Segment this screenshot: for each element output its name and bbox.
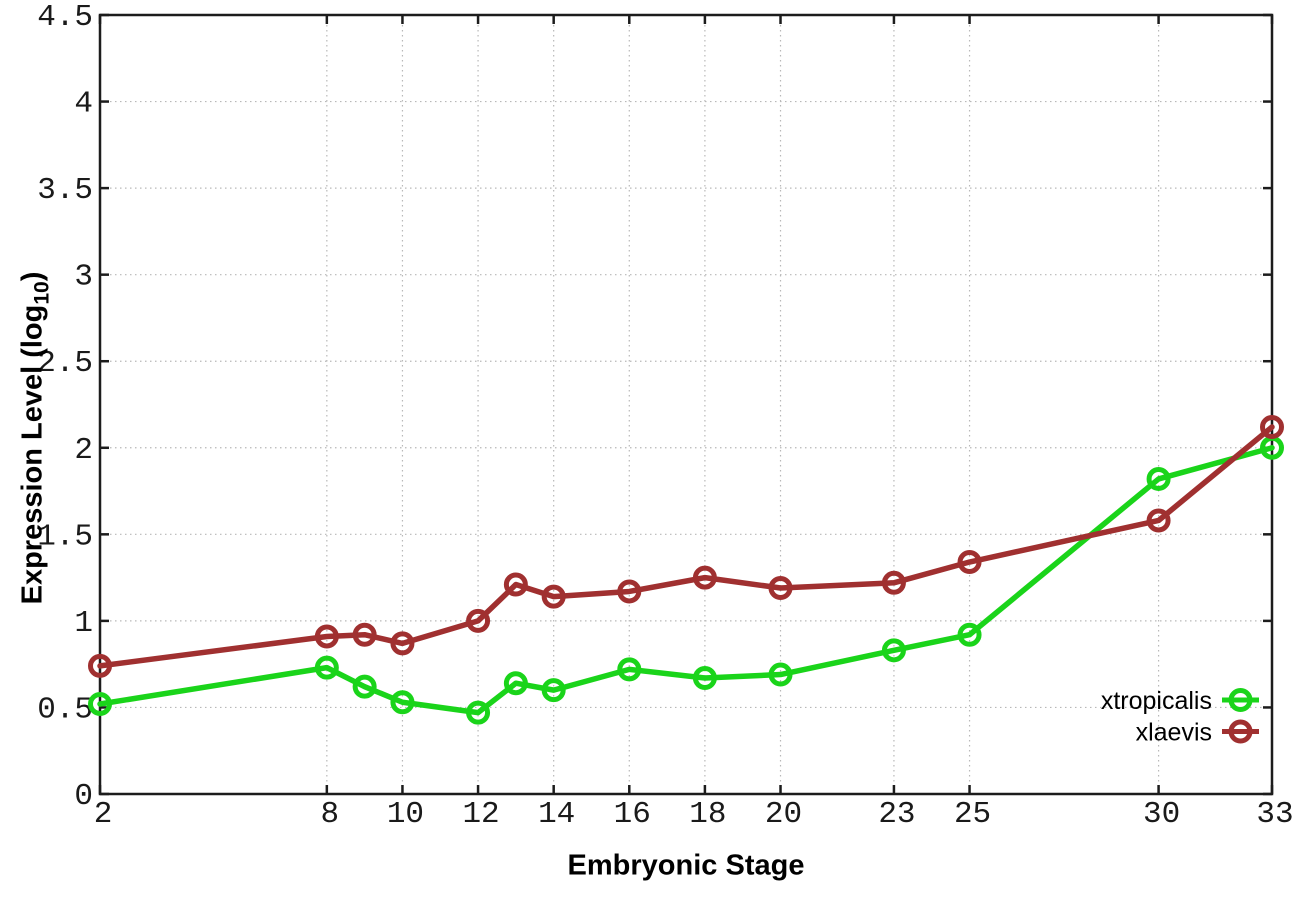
x-tick-label: 20: [765, 797, 802, 832]
data-point-marker-xlaevis: [466, 608, 491, 633]
data-point-marker-xtropicalis: [466, 700, 491, 725]
data-point-marker-xlaevis: [352, 622, 377, 647]
y-axis-title-text: Expression Level (log: [16, 304, 49, 605]
data-point-marker-xtropicalis: [881, 638, 906, 663]
data-point-marker-xtropicalis: [88, 691, 112, 716]
data-point-marker-xlaevis: [390, 631, 415, 656]
x-tick-label: 16: [614, 797, 651, 832]
x-tick-label: 2: [94, 797, 113, 832]
data-point-marker-xlaevis: [314, 624, 339, 649]
x-tick-label: 23: [878, 797, 915, 832]
y-tick-label: 3.5: [37, 173, 93, 208]
data-point-marker-xtropicalis: [352, 674, 377, 699]
y-tick-label: 0.5: [37, 692, 93, 727]
y-tick-label: 2: [74, 433, 93, 468]
data-point-marker-xtropicalis: [503, 671, 528, 696]
data-point-marker-xlaevis: [503, 572, 528, 597]
data-point-marker-xtropicalis: [314, 655, 339, 680]
data-point-marker-xlaevis: [957, 550, 982, 575]
x-tick-label: 25: [954, 797, 991, 832]
x-axis-title: Embryonic Stage: [567, 849, 805, 882]
legend-label-xlaevis: xlaevis: [1136, 719, 1212, 747]
x-tick-label: 30: [1143, 797, 1180, 832]
x-tick-label: 10: [387, 797, 424, 832]
data-point-marker-xlaevis: [617, 579, 642, 604]
legend-marker-xtropicalis: [1228, 688, 1253, 712]
series-line-xlaevis: [97, 424, 1275, 669]
x-tick-label: 12: [462, 797, 499, 832]
data-point-marker-xlaevis: [88, 653, 112, 678]
y-tick-label: 3: [74, 260, 93, 295]
y-axis-title-subscript: 10: [30, 281, 54, 305]
data-point-marker-xlaevis: [881, 570, 906, 595]
y-tick-label: 4: [74, 87, 93, 122]
data-point-marker-xtropicalis: [692, 666, 717, 691]
y-tick-label: 1: [74, 606, 93, 641]
x-tick-label: 8: [321, 797, 340, 832]
data-point-marker-xlaevis: [692, 565, 717, 590]
data-point-marker-xlaevis: [1146, 508, 1171, 533]
y-tick-label: 1.5: [37, 519, 93, 554]
data-point-marker-xlaevis: [541, 584, 566, 609]
data-point-marker-xtropicalis: [390, 690, 415, 715]
plot-border: [98, 13, 1274, 796]
y-tick-label: 4.5: [37, 0, 93, 35]
data-point-marker-xtropicalis: [768, 662, 793, 687]
data-point-marker-xtropicalis: [1146, 466, 1171, 491]
y-axis-title: Expression Level (log10): [16, 271, 54, 605]
series-line-xtropicalis: [97, 445, 1275, 716]
x-tick-label: 14: [538, 797, 575, 832]
data-point-marker-xtropicalis: [617, 657, 642, 682]
data-point-marker-xtropicalis: [541, 678, 566, 703]
data-point-marker-xtropicalis: [957, 622, 982, 647]
legend-marker-xlaevis: [1228, 719, 1253, 744]
y-tick-label: 2.5: [37, 346, 93, 381]
legend-label-xtropicalis: xtropicalis: [1101, 687, 1212, 715]
data-point-marker-xlaevis: [1260, 415, 1284, 440]
y-tick-label: 0: [74, 779, 93, 814]
x-tick-label: 33: [1256, 797, 1293, 832]
data-point-marker-xlaevis: [768, 575, 793, 600]
y-axis-title-close: ): [16, 271, 49, 282]
x-tick-label: 18: [689, 797, 726, 832]
